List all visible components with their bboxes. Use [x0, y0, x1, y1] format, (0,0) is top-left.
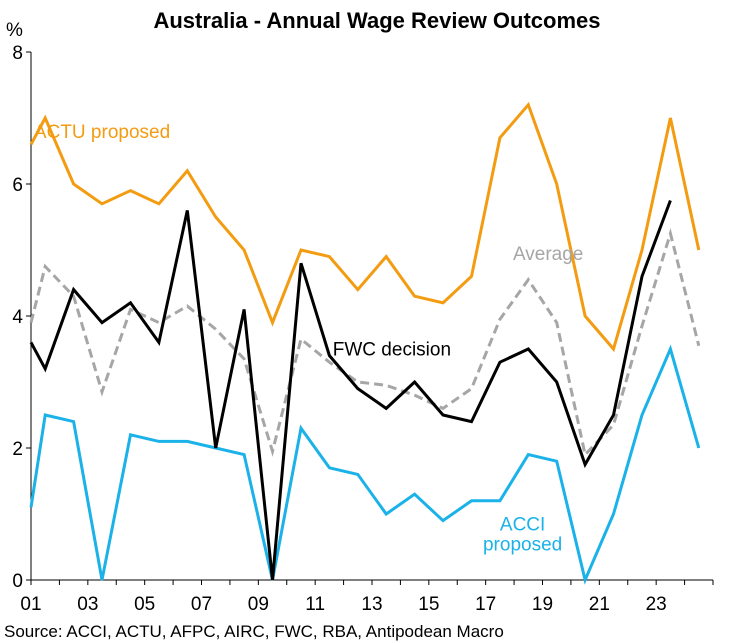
x-tick-label: 05: [134, 594, 155, 615]
series-line-actu-proposed: [29, 101, 701, 353]
x-tick-label: 01: [20, 594, 41, 615]
series-label: Average: [513, 244, 583, 265]
chart-title: Australia - Annual Wage Review Outcomes: [153, 8, 600, 33]
y-tick-label: 4: [12, 307, 23, 328]
x-tick-label: 07: [191, 594, 212, 615]
y-tick-label: 8: [12, 43, 23, 64]
x-tick-label: 09: [248, 594, 269, 615]
series-line-fwc-decision: [29, 199, 672, 581]
series-label: ACTU proposed: [34, 122, 170, 143]
axes: 0 2 4 6 8 01 03 05 07 09 11 13 15 17 19 21 23: [12, 43, 714, 615]
series-label: ACCI: [500, 515, 545, 536]
x-tick-label: 13: [361, 594, 382, 615]
x-tick-label: 19: [532, 594, 553, 615]
y-axis-unit: %: [6, 20, 23, 41]
x-tick-label: 03: [77, 594, 98, 615]
y-tick-label: 0: [12, 571, 23, 592]
x-tick-label: 11: [305, 594, 325, 615]
series-label: FWC decision: [333, 340, 451, 361]
source-note: Source: ACCI, ACTU, AFPC, AIRC, FWC, RBA…: [4, 622, 504, 641]
x-tick-label: 21: [589, 594, 610, 615]
series-label: proposed: [483, 534, 562, 555]
y-tick-label: 6: [12, 175, 23, 196]
x-tick-label: 15: [418, 594, 439, 615]
series-line-acci-proposed: [29, 344, 701, 585]
series-lines: [29, 101, 701, 585]
series-labels: ACTU proposed Average FWC decision ACCIprop…: [34, 122, 583, 555]
series-line-average: [29, 227, 701, 458]
y-tick-label: 2: [12, 439, 23, 460]
x-tick-label: 17: [475, 594, 496, 615]
x-tick-label: 23: [646, 594, 667, 615]
